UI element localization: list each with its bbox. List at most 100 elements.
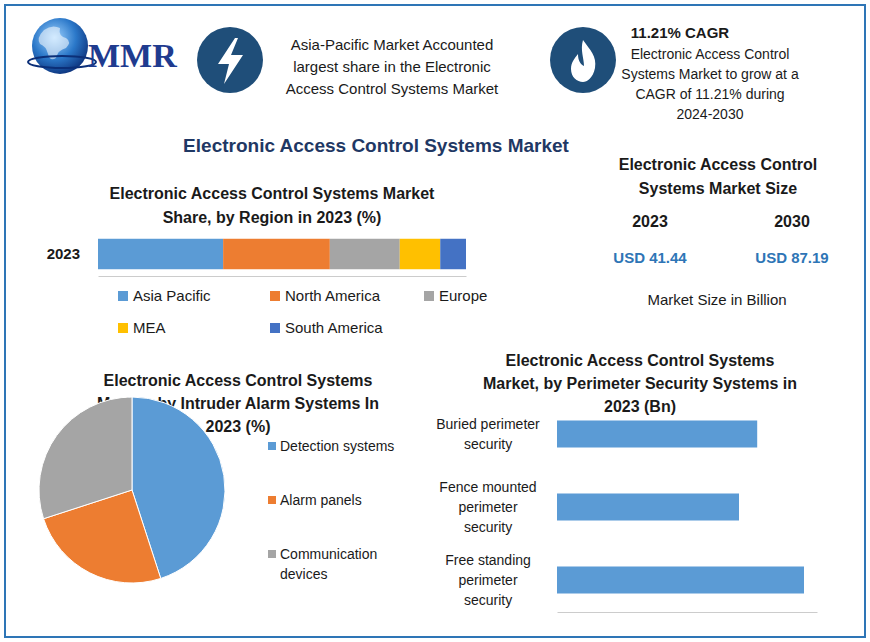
bar-segment — [223, 239, 330, 269]
legend-label: Communication devices — [280, 546, 377, 582]
legend-swatch — [268, 442, 276, 450]
y-axis-line — [98, 235, 99, 275]
logo-land — [39, 26, 69, 59]
text-line: Systems Market Size — [639, 180, 797, 197]
text-line: 2023 (Bn) — [604, 398, 676, 415]
text-line: Communication — [280, 546, 377, 562]
text-line: CAGR of 11.21% during — [635, 86, 784, 102]
lightning-icon — [218, 38, 243, 84]
region-chart: Electronic Access Control Systems Market… — [47, 185, 488, 336]
tick: Buried perimeter security — [436, 416, 540, 452]
text-line: Market, by Perimeter Security Systems in — [483, 375, 797, 392]
logo-swoosh — [28, 56, 96, 68]
legend-label: South America — [285, 319, 383, 336]
bars — [98, 239, 466, 269]
text-line: Free standing — [445, 552, 531, 568]
legend-swatch — [268, 550, 276, 558]
legend-swatch — [118, 323, 128, 333]
market-size-value: USD 41.44 — [613, 249, 687, 266]
legend-label: Alarm panels — [280, 492, 362, 508]
tick: Fence mounted perimeter security — [439, 479, 536, 535]
page-frame — [5, 5, 865, 637]
x-axis-line — [99, 276, 467, 277]
tick: Free standing perimeter security — [445, 552, 531, 608]
market-size-year: 2023 — [632, 213, 668, 230]
text-line: Fence mounted — [439, 479, 536, 495]
text-line: Detection systems — [280, 438, 394, 454]
text-line: devices — [280, 566, 327, 582]
text-line: perimeter — [458, 572, 517, 588]
tick-label: Buried perimeter security — [436, 416, 540, 452]
x-axis — [558, 612, 818, 613]
legend-label: Detection systems — [280, 438, 394, 454]
legend-label: North America — [285, 287, 381, 304]
market-size-value: USD 87.19 — [755, 249, 828, 266]
chart-title: Electronic Access Control Systems Market… — [110, 185, 436, 226]
text-line: Alarm panels — [280, 492, 362, 508]
y-axis-line — [557, 398, 558, 617]
text-line: Electronic Access Control Systems — [104, 372, 373, 389]
bar — [557, 493, 739, 520]
text-line: security — [464, 436, 512, 452]
highlight-icon — [550, 27, 616, 93]
legend-swatch — [268, 496, 276, 504]
text-line: security — [464, 592, 512, 608]
legend-swatch — [424, 291, 434, 301]
bar — [557, 566, 804, 593]
bar-segment — [330, 239, 400, 269]
highlight: Asia-Pacific Market Accounted largest sha… — [197, 27, 499, 97]
legend-swatch — [270, 291, 280, 301]
bar — [557, 420, 757, 447]
text-line: Electronic Access Control — [619, 156, 818, 173]
tick-label: Free standing perimeter security — [445, 552, 531, 608]
pie-slice — [39, 397, 132, 519]
bar-segment — [98, 239, 223, 269]
text-line: 2024-2030 — [677, 106, 744, 122]
market-size: Electronic Access Control Systems Market … — [613, 156, 828, 308]
text-line: Electronic Access Control Systems — [506, 352, 775, 369]
legend: Detection systems Alarm panels Communicati… — [268, 438, 394, 582]
text-line: Buried perimeter — [436, 416, 540, 432]
tick-label: 2023 — [47, 245, 80, 262]
y-axis: 2023 — [47, 235, 99, 275]
main-title: Electronic Access Control Systems Market — [183, 135, 569, 156]
text-line: Systems Market to grow at a — [621, 66, 799, 82]
text-line: Electronic Access Control Systems Market — [110, 185, 436, 202]
legend-label: Asia Pacific — [133, 287, 211, 304]
legend-label: Europe — [439, 287, 487, 304]
bar-segment — [400, 239, 440, 269]
text-line: perimeter — [458, 499, 517, 515]
highlight: 11.21% CAGR Electronic Access Control Syst… — [550, 24, 799, 122]
perimeter-chart: Electronic Access Control Systems Market,… — [436, 352, 817, 617]
flame-icon — [571, 40, 595, 82]
logo-globe — [32, 18, 88, 74]
tick: 2023 — [47, 245, 80, 262]
text-line: Share, by Region in 2023 (%) — [163, 209, 382, 226]
x-axis-line — [558, 612, 818, 613]
market-size-note: Market Size in Billion — [647, 291, 786, 308]
text-line: Electronic Access Control — [631, 46, 790, 62]
text-line: largest share in the Electronic — [293, 58, 491, 75]
text-line: Access Control Systems Market — [286, 80, 499, 97]
highlight-title: 11.21% CAGR — [631, 24, 730, 41]
highlight-icon — [197, 27, 263, 93]
logo: MMR — [28, 18, 177, 74]
legend: Asia Pacific North America Europe MEA South … — [118, 287, 487, 336]
pie-chart: Electronic Access Control SystemsMarket,… — [39, 372, 394, 583]
legend-swatch — [270, 323, 280, 333]
highlight-text: Asia-Pacific Market Accounted largest sha… — [286, 36, 499, 97]
bars — [557, 420, 804, 593]
y-axis: Buried perimeter security Fence mounted per… — [436, 398, 557, 617]
text-line: security — [464, 519, 512, 535]
text-line: Asia-Pacific Market Accounted — [291, 36, 494, 53]
market-size-year: 2030 — [774, 213, 810, 230]
bar-segment — [440, 239, 466, 269]
chart-title: Electronic Access Control Systems Market,… — [483, 352, 797, 415]
slices — [39, 397, 225, 583]
market-size-title: Electronic Access Control Systems Market … — [619, 156, 818, 197]
infographic: MMR Asia-Pacific Market Accounted largest … — [0, 0, 870, 642]
legend-swatch — [118, 291, 128, 301]
tick-label: Fence mounted perimeter security — [439, 479, 536, 535]
logo-text: MMR — [88, 37, 177, 74]
legend-label: MEA — [133, 319, 166, 336]
